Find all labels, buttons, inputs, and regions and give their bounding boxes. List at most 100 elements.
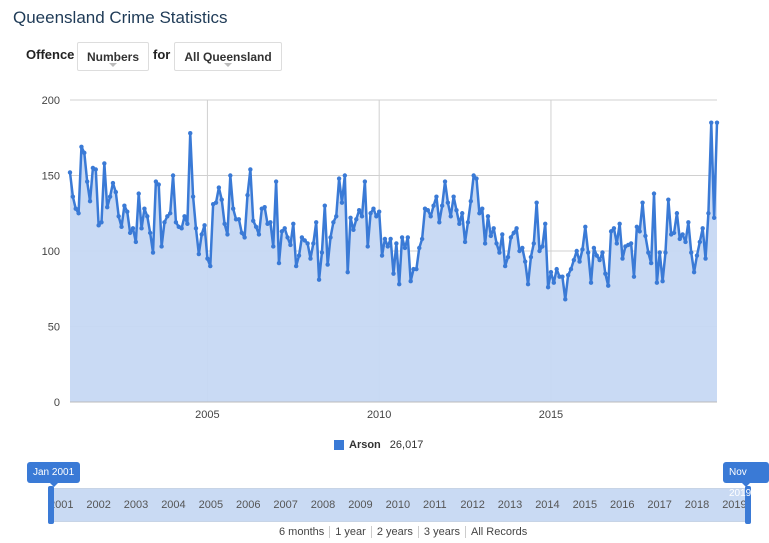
data-point bbox=[657, 250, 662, 255]
data-point bbox=[485, 214, 491, 219]
data-point bbox=[93, 167, 98, 172]
data-point bbox=[677, 236, 682, 242]
data-point bbox=[445, 200, 451, 205]
data-point bbox=[551, 280, 557, 285]
data-point bbox=[196, 251, 202, 257]
data-point bbox=[525, 282, 531, 287]
data-point bbox=[408, 279, 413, 284]
data-point bbox=[594, 253, 599, 258]
data-point bbox=[147, 230, 153, 236]
data-point bbox=[634, 224, 640, 230]
navigator-year-label: 2012 bbox=[460, 499, 485, 511]
data-point bbox=[508, 235, 514, 240]
data-point bbox=[142, 206, 147, 211]
data-point bbox=[588, 280, 594, 285]
data-point bbox=[611, 226, 617, 231]
data-point bbox=[563, 297, 568, 302]
legend-swatch bbox=[334, 440, 344, 450]
data-point bbox=[156, 182, 161, 187]
navigator-range[interactable] bbox=[50, 488, 750, 522]
data-point bbox=[351, 227, 356, 233]
data-point bbox=[216, 185, 222, 190]
data-point bbox=[73, 206, 78, 211]
data-point bbox=[116, 214, 121, 219]
range-all-records[interactable]: All Records bbox=[464, 526, 532, 538]
data-point bbox=[150, 250, 156, 255]
data-point bbox=[271, 244, 276, 249]
data-point bbox=[236, 217, 242, 222]
data-point bbox=[205, 256, 210, 261]
data-point bbox=[365, 244, 370, 249]
data-point bbox=[457, 221, 462, 227]
data-point bbox=[268, 220, 273, 225]
data-point bbox=[706, 211, 711, 216]
data-point bbox=[683, 239, 688, 245]
data-point bbox=[96, 223, 101, 228]
data-point bbox=[136, 191, 141, 196]
range-6-months[interactable]: 6 months bbox=[279, 526, 325, 538]
data-point bbox=[122, 203, 127, 208]
range-2-years[interactable]: 2 years bbox=[370, 526, 418, 538]
data-point bbox=[179, 226, 184, 231]
navigator-start-handle[interactable] bbox=[48, 486, 54, 524]
data-point bbox=[213, 200, 219, 205]
data-point bbox=[139, 226, 144, 231]
data-point bbox=[299, 235, 305, 240]
data-point bbox=[643, 233, 648, 239]
data-point bbox=[689, 250, 694, 255]
data-point bbox=[597, 257, 602, 263]
data-point bbox=[308, 256, 313, 261]
data-point bbox=[130, 226, 136, 231]
data-point bbox=[606, 283, 611, 288]
data-point bbox=[99, 220, 104, 225]
data-point bbox=[402, 245, 408, 251]
data-point bbox=[113, 189, 119, 195]
data-point bbox=[620, 256, 625, 261]
data-point bbox=[654, 280, 660, 285]
data-point bbox=[439, 203, 445, 208]
data-point bbox=[348, 215, 353, 220]
data-point bbox=[167, 211, 173, 216]
range-3-years[interactable]: 3 years bbox=[417, 526, 465, 538]
navigator-end-handle[interactable] bbox=[745, 486, 751, 524]
navigator-year-label: 2004 bbox=[161, 499, 186, 511]
navigator-year-label: 2019 bbox=[722, 499, 747, 511]
data-point bbox=[437, 220, 442, 225]
data-point bbox=[502, 263, 508, 269]
legend-item-arson[interactable]: Arson 26,017 bbox=[334, 439, 423, 451]
data-point bbox=[648, 260, 654, 266]
data-point bbox=[256, 232, 262, 237]
data-point bbox=[388, 236, 393, 242]
navigator-year-label: 2015 bbox=[572, 499, 598, 511]
data-point bbox=[319, 250, 325, 255]
navigator-year-label: 2010 bbox=[385, 499, 411, 511]
data-point bbox=[84, 179, 90, 184]
data-point bbox=[631, 274, 637, 279]
measure-value: Numbers bbox=[86, 50, 139, 64]
data-point bbox=[325, 262, 330, 267]
data-point bbox=[600, 250, 605, 255]
for-label: for bbox=[153, 47, 171, 62]
region-dropdown[interactable]: All Queensland bbox=[174, 42, 282, 71]
x-tick-label: 2005 bbox=[195, 409, 219, 421]
navigator-year-label: 2013 bbox=[497, 499, 523, 511]
data-point bbox=[674, 211, 680, 216]
data-point bbox=[399, 235, 405, 240]
measure-dropdown[interactable]: Numbers bbox=[77, 42, 149, 71]
data-point bbox=[500, 232, 505, 237]
range-1-year[interactable]: 1 year bbox=[329, 526, 371, 538]
data-point bbox=[282, 226, 287, 231]
data-point bbox=[371, 206, 376, 211]
data-point bbox=[356, 208, 362, 213]
data-point bbox=[262, 205, 267, 210]
data-point bbox=[107, 194, 113, 199]
y-tick-label: 150 bbox=[42, 171, 60, 183]
data-point bbox=[376, 209, 382, 214]
page-title: Queensland Crime Statistics bbox=[13, 8, 228, 27]
data-point bbox=[102, 161, 107, 166]
range-selector: 6 months 1 year 2 years 3 years All Reco… bbox=[274, 526, 532, 538]
data-point bbox=[460, 211, 465, 216]
data-point bbox=[245, 192, 250, 198]
data-point bbox=[291, 221, 296, 227]
data-point bbox=[162, 220, 167, 225]
